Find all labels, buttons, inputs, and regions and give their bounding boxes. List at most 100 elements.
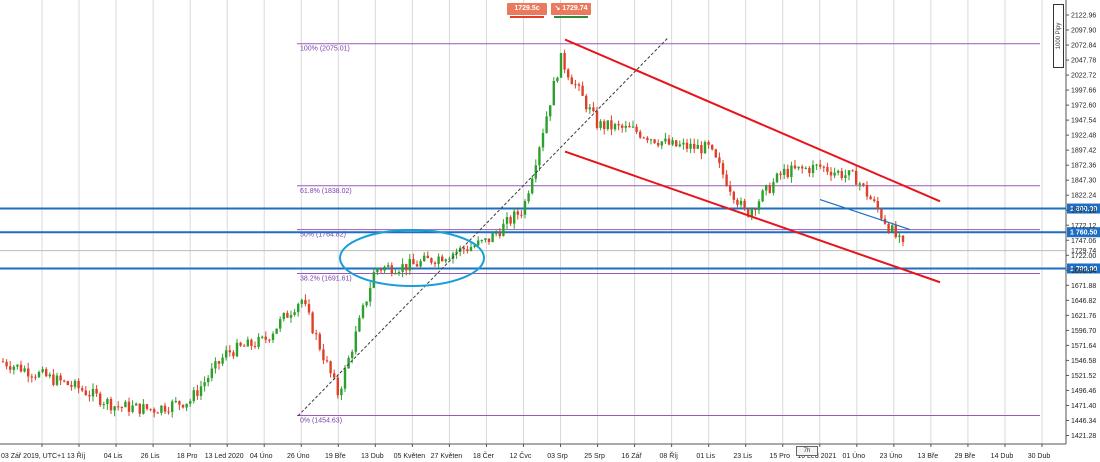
candle-body bbox=[401, 264, 404, 272]
candle-body bbox=[624, 125, 627, 128]
candle-body bbox=[358, 317, 361, 332]
candle-body bbox=[613, 124, 617, 130]
candle-body bbox=[59, 375, 62, 381]
candle-body bbox=[696, 145, 699, 149]
candle-body bbox=[495, 232, 498, 234]
candle-body bbox=[178, 400, 181, 405]
horizontal-levels[interactable]: 1 800.00 1 760.50 1 700.00 1729.74 bbox=[0, 203, 1100, 274]
y-tick-label: 1696.94 bbox=[1071, 268, 1096, 275]
candle-body bbox=[91, 388, 95, 397]
candlestick-series bbox=[1, 49, 905, 418]
chart-scroll-tag[interactable]: 7h bbox=[796, 446, 818, 456]
candle-body bbox=[19, 364, 23, 372]
wedge-line[interactable] bbox=[819, 198, 911, 231]
candle-body bbox=[257, 336, 260, 347]
candle-body bbox=[487, 238, 491, 243]
candle-body bbox=[243, 345, 246, 347]
y-tick-label: 1471.40 bbox=[1071, 403, 1096, 410]
candle-body bbox=[531, 178, 534, 194]
x-tick-label: 13 Led 2020 bbox=[205, 453, 244, 460]
y-tick-label: 1596.70 bbox=[1071, 328, 1096, 335]
candle-body bbox=[563, 53, 566, 70]
candle-body bbox=[617, 124, 620, 126]
consolidation-ellipse[interactable] bbox=[339, 229, 485, 287]
ask-price-button[interactable]: ↘ 1729.74 bbox=[551, 3, 591, 15]
x-tick-label: 15 Pro bbox=[769, 453, 790, 460]
candle-body bbox=[876, 201, 879, 210]
candle-body bbox=[491, 233, 494, 243]
candle-body bbox=[361, 305, 365, 318]
fib-level-label: 61.8% (1838.02) bbox=[300, 188, 352, 195]
pip-scale-box[interactable]: 1000 Pipy bbox=[1053, 4, 1064, 68]
x-tick-label: 16 Zář bbox=[621, 453, 642, 460]
candle-body bbox=[873, 199, 876, 202]
candle-body bbox=[99, 393, 102, 405]
current-price-label: 1729.74 bbox=[1071, 248, 1096, 255]
candle-body bbox=[837, 170, 840, 173]
candle-body bbox=[855, 170, 858, 185]
candle-body bbox=[739, 200, 743, 205]
candle-body bbox=[635, 126, 638, 132]
candle-body bbox=[804, 167, 807, 169]
candle-body bbox=[217, 361, 221, 364]
candle-body bbox=[898, 235, 901, 238]
x-tick-label: 23 Úno bbox=[880, 451, 903, 460]
candle-body bbox=[743, 200, 746, 210]
x-tick-label: 05 Květen bbox=[394, 453, 426, 460]
x-tick-label: 29 Bře bbox=[955, 453, 976, 460]
fibonacci-retracement[interactable]: 100% (2075.01) 61.8% (1838.02) 50% (1764.8… bbox=[297, 43, 1040, 425]
candle-body bbox=[426, 255, 429, 259]
candle-body bbox=[621, 125, 624, 128]
y-tick-label: 1496.46 bbox=[1071, 388, 1096, 395]
candle-body bbox=[163, 405, 167, 412]
candle-body bbox=[567, 69, 570, 78]
support-level-label: 1 700.00 bbox=[1070, 266, 1097, 273]
x-tick-label: 13 Bře bbox=[918, 453, 939, 460]
candle-body bbox=[768, 185, 771, 193]
support-level-label: 1 760.50 bbox=[1070, 230, 1097, 237]
candle-body bbox=[815, 164, 818, 166]
candle-body bbox=[333, 373, 336, 378]
candle-body bbox=[801, 166, 804, 169]
bid-price-button[interactable]: 1729.5c bbox=[507, 3, 547, 15]
x-tick-label: 13 Říj bbox=[67, 451, 86, 460]
candle-body bbox=[12, 366, 15, 370]
candle-body bbox=[523, 201, 527, 215]
y-tick-label: 1571.64 bbox=[1071, 343, 1096, 350]
candle-body bbox=[307, 304, 311, 313]
candle-body bbox=[851, 170, 854, 172]
candle-body bbox=[610, 120, 613, 130]
y-tick-label: 1972.60 bbox=[1071, 103, 1096, 110]
y-tick-label: 2072.84 bbox=[1071, 43, 1096, 50]
channel-upper-line[interactable] bbox=[564, 38, 941, 203]
candle-body bbox=[772, 182, 775, 193]
candle-body bbox=[81, 388, 84, 391]
x-tick-label: 14 Dub bbox=[991, 453, 1014, 460]
candle-body bbox=[232, 352, 235, 357]
y-tick-label: 1747.06 bbox=[1071, 238, 1096, 245]
candle-body bbox=[793, 165, 797, 169]
x-tick-label: 18 Čer bbox=[473, 451, 495, 460]
candle-body bbox=[73, 380, 77, 387]
candle-body bbox=[387, 265, 390, 267]
x-tick-label: 26 Úno bbox=[287, 451, 310, 460]
x-tick-label: 27 Květen bbox=[431, 453, 463, 460]
candle-body bbox=[131, 405, 134, 412]
candle-body bbox=[653, 139, 656, 143]
channel-lower-line[interactable] bbox=[564, 150, 941, 284]
chart-drawings[interactable] bbox=[297, 37, 941, 417]
trend-support-line[interactable] bbox=[297, 37, 669, 417]
candle-body bbox=[37, 372, 41, 378]
candle-body bbox=[829, 171, 833, 176]
y-tick-label: 1797.18 bbox=[1071, 208, 1096, 215]
candle-body bbox=[833, 172, 836, 176]
candle-body bbox=[725, 174, 728, 186]
candle-body bbox=[577, 84, 581, 86]
candle-body bbox=[120, 407, 123, 409]
x-tick-label: 08 Říj bbox=[659, 451, 678, 460]
candle-body bbox=[127, 401, 131, 412]
candle-body bbox=[606, 120, 609, 130]
candle-body bbox=[304, 299, 307, 305]
candle-body bbox=[765, 185, 768, 191]
